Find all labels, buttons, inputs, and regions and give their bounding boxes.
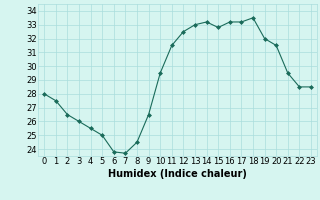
X-axis label: Humidex (Indice chaleur): Humidex (Indice chaleur) <box>108 169 247 179</box>
